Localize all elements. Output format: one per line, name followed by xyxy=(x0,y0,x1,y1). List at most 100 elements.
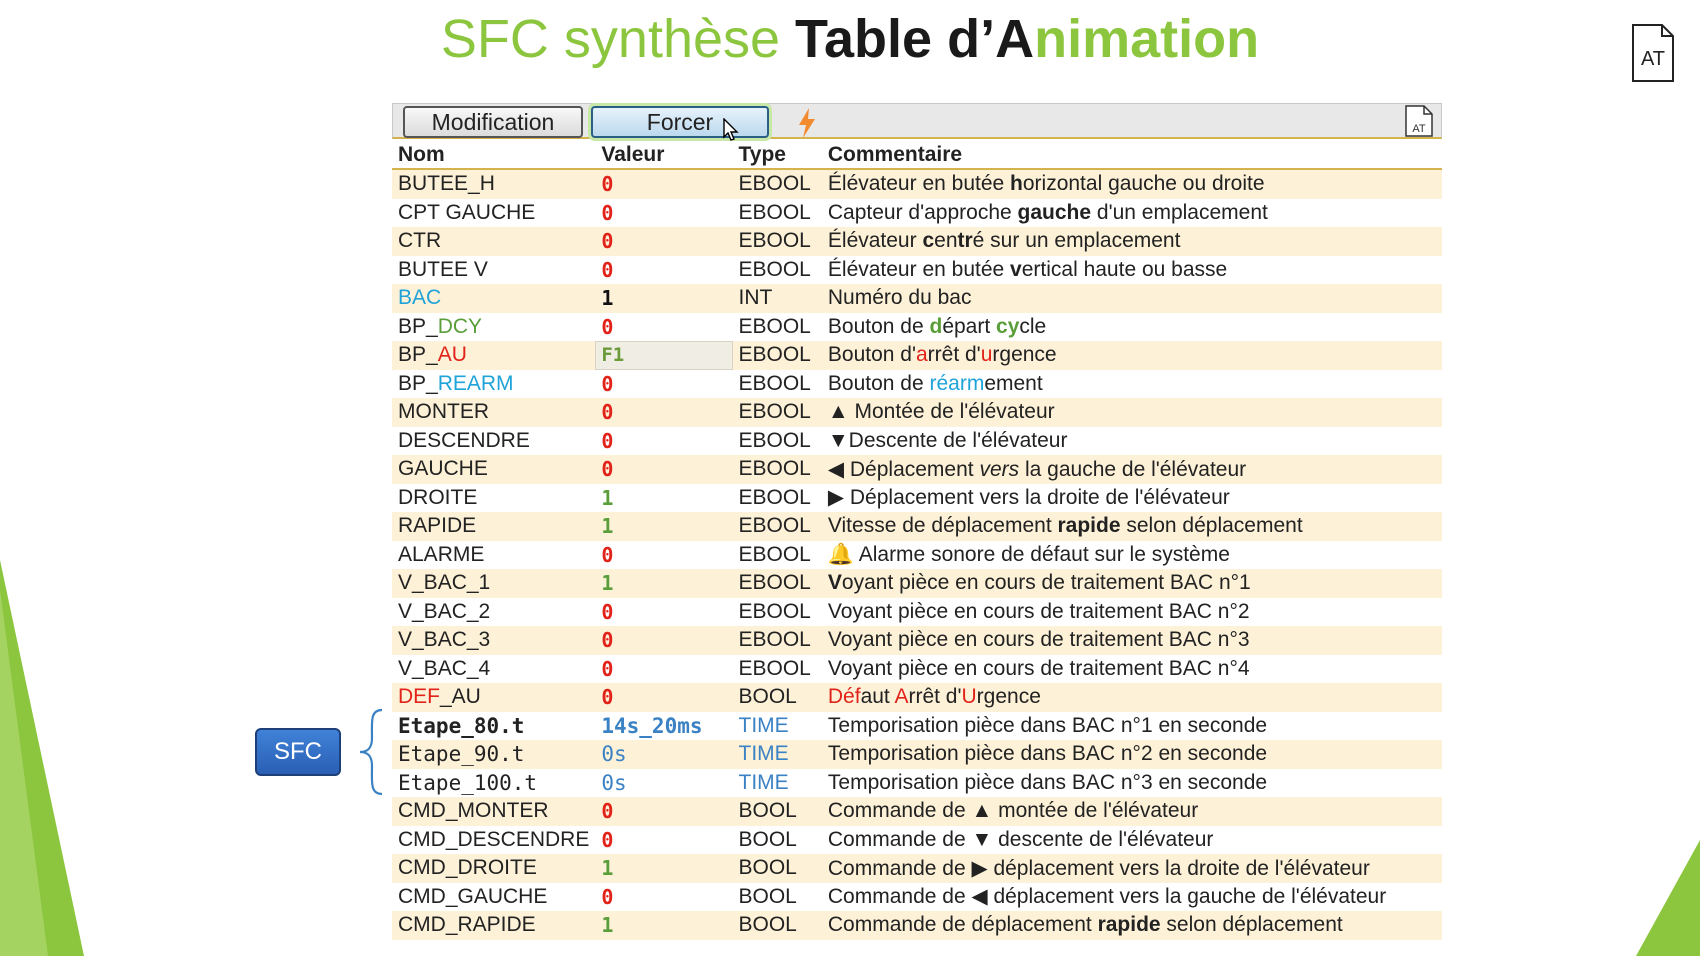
var-comment: Commande de ◀ déplacement vers la gauche… xyxy=(827,885,1387,909)
col-header-type[interactable]: Type xyxy=(732,141,822,170)
var-name: BUTEE_H xyxy=(392,169,596,199)
var-comment: Élévateur en butée horizontal gauche ou … xyxy=(821,169,1442,199)
var-name: CTR xyxy=(392,227,596,256)
var-value[interactable]: 0 xyxy=(601,827,614,852)
var-value[interactable]: 0 xyxy=(601,428,614,453)
var-name: V_BAC_3 xyxy=(392,626,596,655)
var-name: Etape_80.t xyxy=(398,713,525,738)
var-name: V_BAC_1 xyxy=(392,569,596,598)
table-row[interactable]: BUTEE_H 0 EBOOL Élévateur en butée horiz… xyxy=(392,169,1442,199)
var-name: CPT GAUCHE xyxy=(398,200,536,224)
file-icon xyxy=(1632,24,1674,82)
col-header-nom[interactable]: Nom xyxy=(392,141,596,170)
var-value[interactable]: 0 xyxy=(595,626,733,655)
table-row[interactable]: DESCENDRE 0 EBOOL ▼Descente de l'élévate… xyxy=(392,427,1442,456)
var-value[interactable]: 0 xyxy=(595,169,733,199)
var-value[interactable]: 0s xyxy=(601,770,627,795)
table-row[interactable]: DEF_AU 0 BOOL Défaut Arrêt d'Urgence xyxy=(392,683,1442,712)
table-row[interactable]: Etape_90.t 0s TIME Temporisation pièce d… xyxy=(392,740,1442,769)
var-value[interactable]: 1 xyxy=(595,854,733,883)
var-comment: Capteur d'approche gauche d'un emplaceme… xyxy=(827,200,1268,224)
var-value[interactable]: 0s xyxy=(595,740,733,769)
table-row[interactable]: CTR 0 EBOOL Élévateur centré sur un empl… xyxy=(392,227,1442,256)
modification-button[interactable]: Modification xyxy=(403,106,583,138)
document-icon[interactable]: AT xyxy=(1632,24,1674,82)
var-value[interactable]: 0 xyxy=(601,371,614,396)
var-type: EBOOL xyxy=(738,485,811,509)
table-row[interactable]: BUTEE V 0 EBOOL Élévateur en butée verti… xyxy=(392,256,1442,285)
var-value[interactable]: 1 xyxy=(595,911,733,940)
table-row[interactable]: CMD_GAUCHE 0 BOOL Commande de ◀ déplacem… xyxy=(392,883,1442,912)
table-row[interactable]: MONTER 0 EBOOL ▲ Montée de l'élévateur xyxy=(392,398,1442,427)
svg-text:AT: AT xyxy=(1412,123,1426,135)
var-value[interactable]: 0 xyxy=(601,200,614,225)
var-type: BOOL xyxy=(738,827,797,851)
forcer-button[interactable]: Forcer xyxy=(591,106,769,138)
table-row[interactable]: ALARME 0 EBOOL 🔔 Alarme sonore de défaut… xyxy=(392,541,1442,570)
var-value[interactable]: 0 xyxy=(595,683,733,712)
var-comment: Temporisation pièce dans BAC n°2 en seco… xyxy=(821,740,1442,769)
table-row[interactable]: BP_AU F1 EBOOL Bouton d'arrêt d'urgence xyxy=(392,341,1442,370)
var-type: EBOOL xyxy=(738,428,811,452)
var-value[interactable]: 1 xyxy=(595,569,733,598)
var-value[interactable]: 0 xyxy=(601,542,614,567)
table-row[interactable]: V_BAC_3 0 EBOOL Voyant pièce en cours de… xyxy=(392,626,1442,655)
var-type: EBOOL xyxy=(732,398,822,427)
file-at-icon[interactable]: AT xyxy=(1405,105,1433,137)
table-row[interactable]: CMD_DESCENDRE 0 BOOL Commande de ▼ desce… xyxy=(392,826,1442,855)
var-value[interactable]: 0 xyxy=(601,257,614,282)
var-value[interactable]: 0 xyxy=(595,455,733,484)
table-row[interactable]: Etape_80.t 14s_20ms TIME Temporisation p… xyxy=(392,712,1442,741)
animation-table: Nom Valeur Type Commentaire BUTEE_H 0 EB… xyxy=(392,141,1442,940)
toolbar: Modification Forcer AT xyxy=(392,103,1442,141)
var-value[interactable]: 14s_20ms xyxy=(601,713,703,738)
var-name: V_BAC_4 xyxy=(398,656,491,680)
table-row[interactable]: CMD_MONTER 0 BOOL Commande de ▲ montée d… xyxy=(392,797,1442,826)
var-name: RAPIDE xyxy=(392,512,596,541)
col-header-valeur[interactable]: Valeur xyxy=(595,141,733,170)
var-value[interactable]: 0 xyxy=(601,599,614,624)
table-row[interactable]: V_BAC_4 0 EBOOL Voyant pièce en cours de… xyxy=(392,655,1442,684)
table-row[interactable]: BP_DCY 0 EBOOL Bouton de départ cycle xyxy=(392,313,1442,342)
table-row[interactable]: CMD_RAPIDE 1 BOOL Commande de déplacemen… xyxy=(392,911,1442,940)
sfc-button[interactable]: SFC xyxy=(255,728,341,776)
var-value[interactable]: 0 xyxy=(601,884,614,909)
table-row[interactable]: DROITE 1 EBOOL ▶ Déplacement vers la dro… xyxy=(392,484,1442,513)
var-type: EBOOL xyxy=(732,169,822,199)
var-value[interactable]: 0 xyxy=(601,314,614,339)
var-comment: Vitesse de déplacement rapide selon dépl… xyxy=(821,512,1442,541)
table-row[interactable]: Etape_100.t 0s TIME Temporisation pièce … xyxy=(392,769,1442,798)
var-value[interactable]: 1 xyxy=(601,485,614,510)
var-value[interactable]: 0 xyxy=(595,797,733,826)
table-row[interactable]: RAPIDE 1 EBOOL Vitesse de déplacement ra… xyxy=(392,512,1442,541)
table-row[interactable]: V_BAC_1 1 EBOOL Voyant pièce en cours de… xyxy=(392,569,1442,598)
table-row[interactable]: BP_REARM 0 EBOOL Bouton de réarmement xyxy=(392,370,1442,399)
var-name: V_BAC_2 xyxy=(398,599,491,623)
table-row[interactable]: V_BAC_2 0 EBOOL Voyant pièce en cours de… xyxy=(392,598,1442,627)
var-value[interactable]: 0 xyxy=(595,227,733,256)
var-name: Etape_100.t xyxy=(398,770,538,795)
lightning-icon[interactable] xyxy=(796,108,818,138)
var-name: CMD_MONTER xyxy=(392,797,596,826)
table-row[interactable]: BAC 1 INT Numéro du bac xyxy=(392,284,1442,313)
col-header-commentaire[interactable]: Commentaire xyxy=(821,141,1442,170)
var-comment: Bouton d'arrêt d'urgence xyxy=(821,341,1442,370)
var-value[interactable]: 1 xyxy=(595,284,733,313)
var-name: DEF_AU xyxy=(392,683,596,712)
var-name: CMD_RAPIDE xyxy=(392,911,596,940)
var-type: BOOL xyxy=(732,797,822,826)
table-row[interactable]: CPT GAUCHE 0 EBOOL Capteur d'approche ga… xyxy=(392,199,1442,228)
var-comment: Commande de déplacement rapide selon dép… xyxy=(821,911,1442,940)
var-value[interactable]: 0 xyxy=(601,656,614,681)
var-name: Etape_90.t xyxy=(392,740,596,769)
var-comment: Numéro du bac xyxy=(821,284,1442,313)
var-name: MONTER xyxy=(392,398,596,427)
table-row[interactable]: GAUCHE 0 EBOOL ◀ Déplacement vers la gau… xyxy=(392,455,1442,484)
var-comment: Bouton de réarmement xyxy=(827,371,1043,395)
var-value[interactable]: F1 xyxy=(595,341,733,370)
var-value[interactable]: 1 xyxy=(595,512,733,541)
table-row[interactable]: CMD_DROITE 1 BOOL Commande de ▶ déplacem… xyxy=(392,854,1442,883)
var-name: DESCENDRE xyxy=(398,428,530,452)
curly-brace-icon xyxy=(359,708,383,796)
var-value[interactable]: 0 xyxy=(595,398,733,427)
